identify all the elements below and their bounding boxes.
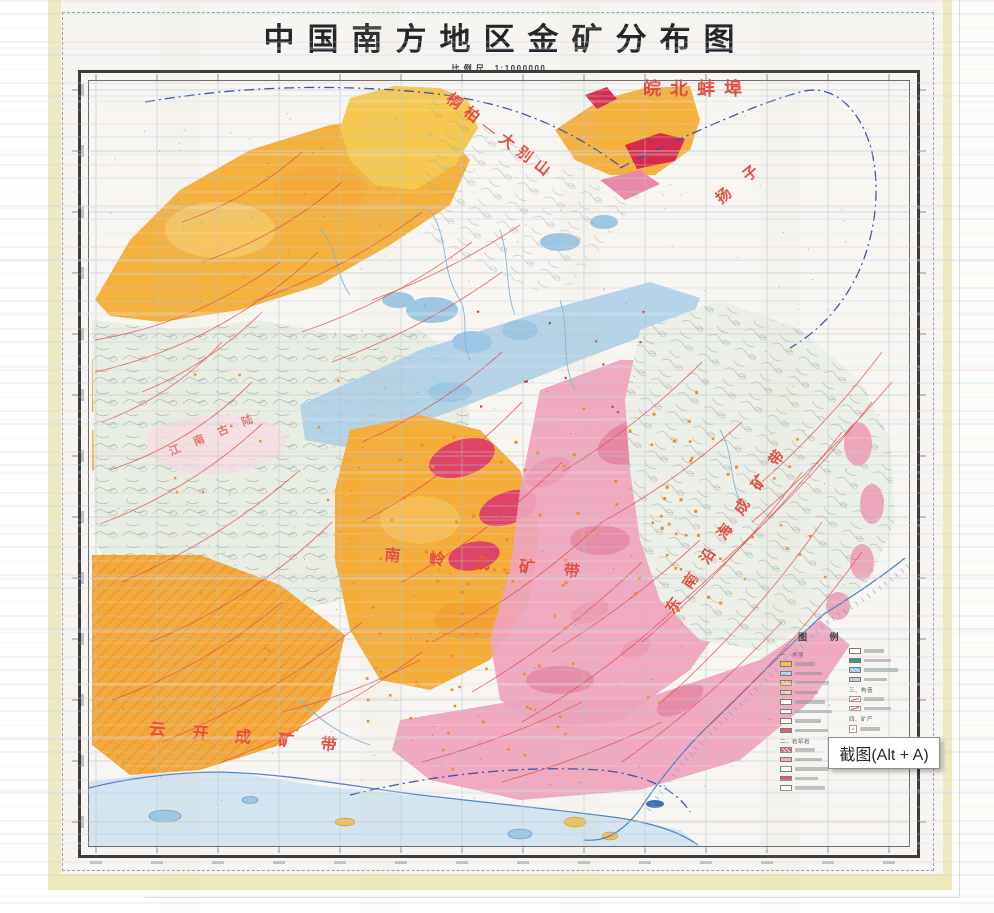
map-legend: 图 例 一、地层 二、岩浆岩 三、构造 四、矿产: [780, 630, 916, 795]
viewer-border-right: [959, 0, 960, 898]
legend-item: [780, 699, 842, 705]
legend-item-caption: [864, 706, 891, 710]
map-frame-inner: [88, 80, 910, 847]
legend-swatch: [849, 667, 861, 673]
region-dabie-contours: [420, 100, 640, 300]
legend-swatch: [780, 708, 792, 714]
legend-item: [849, 667, 911, 673]
legend-swatch: [780, 747, 792, 753]
legend-item: [780, 775, 842, 781]
legend-swatch: [780, 785, 792, 791]
fault-lines: [94, 151, 893, 783]
legend-item: [780, 785, 842, 791]
mineral-occurrence-dots: [110, 113, 880, 801]
legend-item-caption: [795, 709, 832, 713]
legend-swatch: [780, 718, 792, 724]
region-orange-central: [335, 415, 540, 690]
sheet-decorative-border: [62, 12, 934, 871]
legend-item-caption: [795, 767, 829, 771]
legend-item: [849, 705, 911, 711]
legend-item-caption: [795, 719, 821, 723]
legend-item-caption: [795, 776, 818, 780]
legend-item-caption: [795, 662, 815, 666]
legend-item-caption: [795, 700, 825, 704]
legend-section-heading: 三、构造: [849, 688, 874, 694]
legend-item-caption: [795, 757, 822, 761]
legend-item-caption: [864, 668, 898, 672]
screenshot-tooltip[interactable]: 截图(Alt + A): [828, 737, 940, 769]
legend-swatch: [780, 680, 792, 686]
legend-swatch: [780, 766, 792, 772]
legend-item-caption: [795, 681, 829, 685]
legend-swatch: [780, 661, 792, 667]
legend-item-caption: [860, 727, 880, 731]
region-blue-band: [300, 215, 700, 448]
legend-section-heading: 一、地层: [780, 653, 805, 659]
scale-value: 1:1000000: [494, 64, 547, 73]
legend-item: [780, 670, 842, 676]
map-title: 中国南方地区金矿分布图: [263, 22, 748, 57]
legend-swatch: [849, 676, 861, 682]
viewer-border-bottom: [145, 897, 959, 898]
legend-swatch: [780, 756, 792, 762]
legend-swatch: [849, 648, 861, 654]
map-frame-outer: [78, 70, 920, 858]
legend-item: [780, 680, 842, 686]
legend-item-caption: [864, 677, 887, 681]
frame-tick-marks: [72, 74, 926, 864]
legend-item: [849, 725, 911, 733]
legend-item: [780, 689, 842, 695]
scan-edge-bottom: [48, 874, 952, 890]
legend-swatch: [780, 670, 792, 676]
legend-item: [849, 657, 911, 663]
label-wanbei-bengbu: 皖北蚌埠: [643, 79, 751, 99]
region-celadon-east: [625, 300, 895, 650]
legend-item: [780, 756, 842, 762]
title-block: 中国南方地区金矿分布图 比例尺 1:1000000: [78, 14, 920, 74]
legend-item: [780, 718, 842, 724]
legend-item-caption: [795, 728, 828, 732]
legend-item-caption: [795, 690, 818, 694]
legend-item: [849, 676, 911, 682]
legend-swatch: [849, 725, 857, 733]
scan-edge-right: [943, 0, 952, 890]
legend-item: [780, 766, 842, 772]
legend-item: [780, 708, 842, 714]
legend-item-caption: [795, 671, 822, 675]
legend-item: [780, 727, 842, 733]
scale-row: 比例尺 1:1000000: [78, 63, 920, 74]
legend-item-caption: [864, 649, 884, 653]
legend-item: [849, 648, 911, 654]
legend-swatch: [849, 696, 861, 702]
tectonic-boundaries: [144, 86, 877, 813]
legend-swatch: [780, 727, 792, 733]
legend-item-caption: [864, 697, 884, 701]
legend-columns: 一、地层 二、岩浆岩 三、构造 四、矿产: [780, 648, 916, 795]
region-sea: [89, 771, 700, 846]
legend-section-heading: 四、矿产: [849, 717, 874, 723]
legend-title: 图 例: [798, 632, 849, 642]
legend-column: 三、构造 四、矿产: [849, 648, 911, 795]
region-orange-southwest: [92, 555, 345, 775]
legend-swatch: [780, 699, 792, 705]
legend-item: [849, 696, 911, 702]
legend-section-heading: 二、岩浆岩: [780, 739, 811, 745]
legend-item: [780, 661, 842, 667]
legend-item-caption: [795, 748, 815, 752]
legend-column: 一、地层 二、岩浆岩: [780, 648, 842, 795]
scale-label: 比例尺: [451, 64, 488, 73]
legend-item-caption: [864, 658, 891, 662]
legend-item-caption: [795, 786, 825, 790]
legend-swatch: [780, 775, 792, 781]
legend-swatch: [849, 705, 861, 711]
scan-edge-left: [48, 0, 61, 890]
legend-swatch: [780, 689, 792, 695]
legend-swatch: [849, 657, 861, 663]
legend-item: [780, 747, 842, 753]
